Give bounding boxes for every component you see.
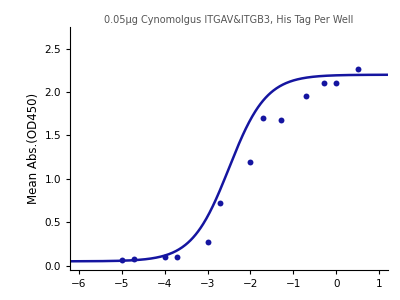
Point	[333, 81, 340, 86]
Point	[131, 256, 138, 261]
Point	[118, 257, 125, 262]
Point	[355, 66, 361, 71]
Point	[260, 116, 266, 121]
Point	[277, 118, 284, 122]
Point	[161, 255, 168, 260]
Point	[247, 159, 254, 164]
Y-axis label: Mean Abs.(OD450): Mean Abs.(OD450)	[27, 93, 40, 204]
Point	[217, 201, 224, 206]
Point	[320, 81, 327, 86]
Point	[174, 255, 181, 260]
Point	[303, 94, 310, 99]
Point	[204, 240, 211, 244]
Title: 0.05μg Cynomolgus ITGAV&ITGB3, His Tag Per Well: 0.05μg Cynomolgus ITGAV&ITGB3, His Tag P…	[104, 15, 354, 25]
